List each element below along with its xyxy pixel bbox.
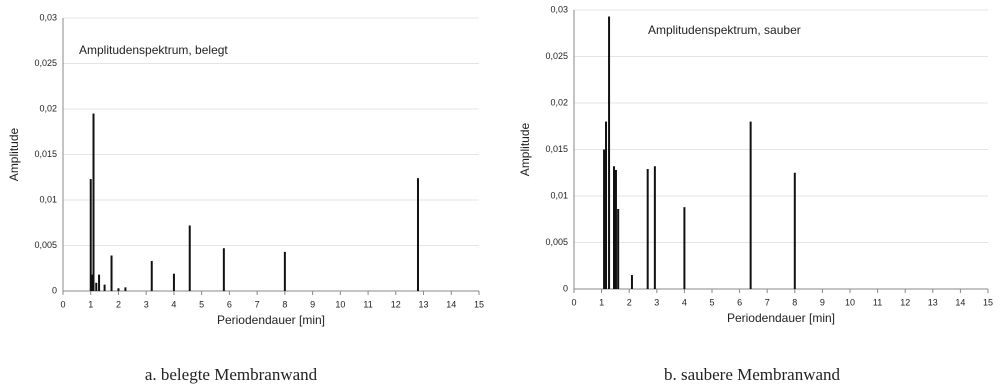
y-tick-label: 0,03	[39, 12, 57, 22]
x-tick-label: 1	[88, 299, 93, 309]
y-tick-label: 0,02	[550, 97, 568, 107]
x-tick-label: 10	[335, 299, 345, 309]
y-tick-label: 0,01	[39, 194, 57, 204]
x-tick-label: 7	[255, 299, 260, 309]
x-tick-label: 0	[571, 297, 576, 307]
x-tick-label: 5	[199, 299, 204, 309]
caption: b. saubere Membranwand	[664, 365, 841, 384]
y-axis-label: Amplitude	[518, 123, 532, 177]
bar	[630, 275, 633, 289]
bar	[172, 273, 175, 291]
y-tick-label: 0	[563, 283, 568, 293]
x-axis-label: Periodendauer [min]	[217, 313, 325, 327]
x-axis-label: Periodendauer [min]	[727, 311, 835, 325]
y-tick-label: 0,005	[545, 237, 568, 247]
y-tick-label: 0,015	[545, 144, 568, 154]
y-tick-label: 0,02	[39, 103, 57, 113]
bar	[653, 166, 656, 289]
bar	[103, 284, 106, 291]
x-tick-label: 2	[116, 299, 121, 309]
x-tick-label: 9	[820, 297, 825, 307]
bar	[603, 149, 606, 289]
x-tick-label: 13	[419, 299, 429, 309]
x-tick-label: 3	[144, 299, 149, 309]
bar	[222, 248, 225, 291]
x-tick-label: 6	[227, 299, 232, 309]
x-tick-label: 8	[282, 299, 287, 309]
x-tick-label: 1	[599, 297, 604, 307]
x-tick-label: 11	[363, 299, 372, 309]
x-tick-label: 2	[627, 297, 632, 307]
bar	[793, 172, 796, 289]
x-tick-label: 15	[983, 297, 993, 307]
chart-title: Amplitudenspektrum, sauber	[648, 23, 801, 37]
bar	[110, 255, 113, 291]
y-tick-label: 0,025	[34, 58, 57, 68]
x-tick-label: 5	[709, 297, 714, 307]
bar	[95, 282, 98, 291]
bar	[91, 274, 94, 291]
y-tick-label: 0,03	[550, 4, 568, 14]
y-tick-label: 0,01	[550, 190, 568, 200]
x-tick-label: 15	[474, 299, 484, 309]
x-tick-label: 14	[955, 297, 965, 307]
x-tick-label: 12	[391, 299, 401, 309]
y-axis-label: Amplitude	[7, 128, 21, 182]
x-tick-label: 12	[900, 297, 910, 307]
bar	[98, 274, 101, 291]
bar	[150, 260, 153, 291]
bar	[614, 169, 617, 289]
bar	[89, 179, 92, 291]
bar	[188, 225, 191, 291]
bar	[646, 169, 649, 289]
bar	[124, 287, 127, 291]
y-tick-label: 0	[52, 285, 57, 295]
x-tick-label: 4	[682, 297, 687, 307]
x-tick-label: 4	[171, 299, 176, 309]
x-tick-label: 3	[654, 297, 659, 307]
bar	[613, 166, 616, 289]
x-tick-label: 10	[845, 297, 855, 307]
bar	[92, 113, 95, 291]
x-tick-label: 9	[310, 299, 315, 309]
bar	[283, 251, 286, 291]
bar	[617, 209, 620, 289]
x-tick-label: 7	[765, 297, 770, 307]
y-tick-label: 0,005	[34, 240, 57, 250]
x-tick-label: 8	[792, 297, 797, 307]
caption: a. belegte Membranwand	[145, 365, 318, 384]
bar	[117, 288, 120, 291]
x-tick-label: 6	[737, 297, 742, 307]
y-tick-label: 0,025	[545, 51, 568, 61]
bar	[416, 178, 419, 291]
bar	[683, 207, 686, 289]
x-tick-label: 0	[60, 299, 65, 309]
bar	[608, 16, 611, 289]
bar	[749, 121, 752, 289]
x-tick-label: 11	[873, 297, 882, 307]
x-tick-label: 14	[446, 299, 456, 309]
bar	[605, 121, 608, 289]
y-tick-label: 0,015	[34, 149, 57, 159]
x-tick-label: 13	[928, 297, 938, 307]
chart-title: Amplitudenspektrum, belegt	[79, 43, 228, 57]
